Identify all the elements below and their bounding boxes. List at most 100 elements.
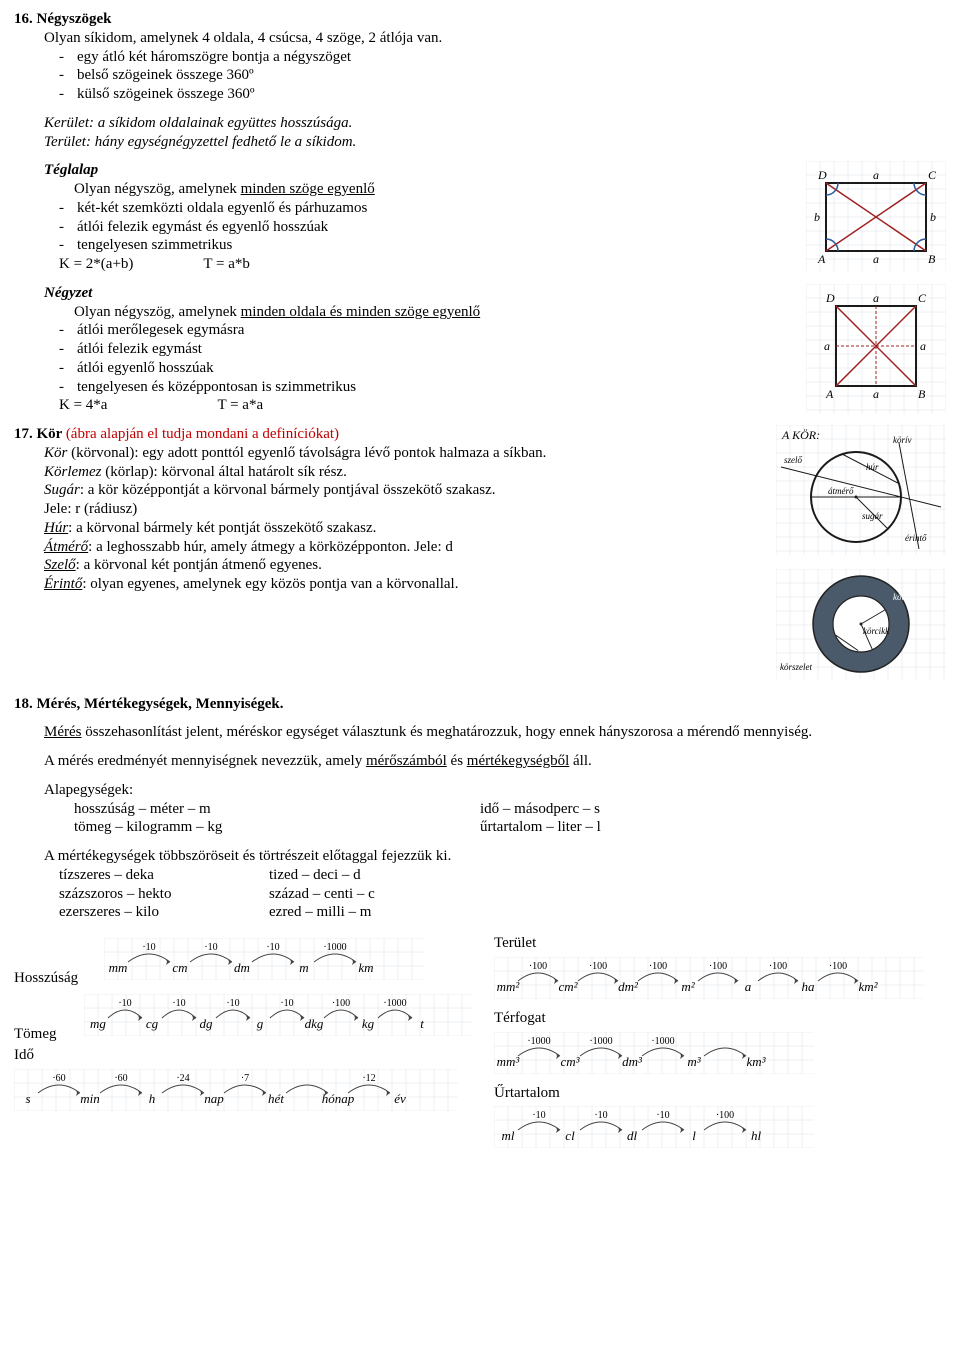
prefix-item: tized – deci – d (269, 866, 479, 885)
dash: - (59, 359, 77, 378)
teglalap-formula: K = 2*(a+b)T = a*b (59, 255, 796, 274)
negyzet-title: Négyzet (44, 284, 796, 303)
svg-text:km: km (358, 960, 373, 975)
bullet-text: átlói egyenlő hosszúak (77, 359, 214, 378)
svg-text:dkg: dkg (305, 1016, 324, 1031)
svg-text:ha: ha (802, 979, 816, 994)
svg-text:a: a (745, 979, 752, 994)
atmero-label: Átmérő (44, 539, 88, 555)
svg-text:D: D (825, 291, 835, 305)
sugar-label: Sugár (44, 482, 80, 498)
svg-text:·10: ·10 (172, 998, 185, 1009)
heading-red: (ábra alapján el tudja mondani a definíc… (66, 426, 339, 442)
terulet-label: Terület (494, 934, 946, 953)
dash: - (59, 85, 77, 104)
lead-pre: Olyan négyszög, amelynek (74, 181, 241, 197)
szelo-line: Szelő: a körvonal két pontján átmenő egy… (44, 556, 776, 575)
svg-text:·100: ·100 (769, 961, 787, 972)
s16-heading: 16. Négyszögek (14, 10, 946, 29)
tomeg-block: Tömeg mg·10cg·10dg·10g·10dkg·100kg·1000t (14, 990, 494, 1046)
svg-text:·1000: ·1000 (651, 1036, 674, 1047)
svg-text:hónap: hónap (322, 1091, 355, 1106)
svg-text:húr: húr (866, 462, 879, 472)
p2-pre: A mérés eredményét mennyiségnek nevezzük… (44, 753, 366, 769)
terfogat-label: Térfogat (494, 1009, 946, 1028)
hosszusag-diagram: mm·10cm·10dm·10m·1000km (104, 938, 424, 980)
szelo-text: : a körvonal két pontján átmenő egyenes. (76, 557, 322, 573)
lead-underline: minden oldala és minden szöge egyenlő (241, 304, 481, 320)
dash: - (59, 199, 77, 218)
erinto-text: : olyan egyenes, amelynek egy közös pont… (82, 576, 458, 592)
svg-text:hl: hl (751, 1128, 762, 1143)
negyzet-bullet: -tengelyesen és középpontosan is szimmet… (59, 378, 796, 397)
svg-text:A: A (825, 387, 834, 401)
heading-num: 17. Kör (14, 426, 66, 442)
svg-text:·10: ·10 (266, 942, 279, 953)
lead-pre: Olyan négyszög, amelynek (74, 304, 241, 320)
svg-text:m²: m² (681, 979, 695, 994)
dash: - (59, 48, 77, 67)
negyzet-figure: DCABaaaa (806, 284, 946, 414)
urtartalom-block: Űrtartalom ml·10cl·10dl·10l·100hl (494, 1084, 946, 1149)
s18-p2: A mérés eredményét mennyiségnek nevezzük… (44, 752, 946, 771)
erinto-label: Érintő (44, 576, 82, 592)
teglalap-title: Téglalap (44, 161, 796, 180)
p1-rest: összehasonlítást jelent, méréskor egység… (82, 724, 813, 740)
ido-label: Idő (14, 1046, 494, 1065)
negyzet-bullet: -átlói merőlegesek egymásra (59, 321, 796, 340)
svg-text:·100: ·100 (649, 961, 667, 972)
kor-label: Kör (44, 445, 67, 461)
svg-text:cm: cm (172, 960, 187, 975)
svg-text:átmérő: átmérő (828, 486, 854, 496)
urtartalom-diagram: ml·10cl·10dl·10l·100hl (494, 1106, 946, 1148)
svg-text:·1000: ·1000 (383, 998, 406, 1009)
svg-text:mm²: mm² (497, 979, 521, 994)
s16-bullet: -külső szögeinek összege 360º (59, 85, 946, 104)
svg-text:m: m (299, 960, 308, 975)
hosszusag-label: Hosszúság (14, 969, 104, 988)
s18-heading: 18. Mérés, Mértékegységek, Mennyiségek. (14, 695, 946, 714)
kor-line: Kör (körvonal): egy adott ponttól egyenl… (44, 444, 776, 463)
svg-text:·100: ·100 (589, 961, 607, 972)
teglalap-lead: Olyan négyszög, amelynek minden szöge eg… (74, 180, 796, 199)
terfogat-diagram: mm³·1000cm³·1000dm³·1000m³km³ (494, 1032, 946, 1074)
svg-text:m³: m³ (687, 1054, 701, 1069)
svg-text:D: D (817, 168, 827, 182)
p2-mid: és (447, 753, 467, 769)
s16-intro: Olyan síkidom, amelynek 4 oldala, 4 csúc… (44, 29, 946, 48)
svg-text:érintő: érintő (905, 533, 927, 543)
svg-text:szelő: szelő (784, 455, 803, 465)
atmero-text: : a leghosszabb húr, amely átmegy a körk… (88, 539, 453, 555)
dash: - (59, 321, 77, 340)
svg-text:b: b (814, 210, 820, 224)
terulet-line: Terület: hány egységnégyzettel fedhető l… (44, 133, 946, 152)
svg-text:körszelet: körszelet (780, 662, 812, 672)
p2-end: áll. (569, 753, 592, 769)
svg-text:·100: ·100 (716, 1110, 734, 1121)
svg-text:·1000: ·1000 (323, 942, 346, 953)
urtartalom-label: Űrtartalom (494, 1084, 946, 1103)
tomeg-diagram: mg·10cg·10dg·10g·10dkg·100kg·1000t (84, 994, 472, 1036)
s18-p1: Mérés összehasonlítást jelent, méréskor … (44, 723, 946, 742)
kerulet-text: a síkidom oldalainak együttes hosszúsága… (94, 115, 352, 131)
svg-text:hét: hét (268, 1091, 284, 1106)
svg-text:körcikk: körcikk (863, 626, 890, 636)
lead-underline: minden szöge egyenlő (241, 181, 375, 197)
svg-text:C: C (918, 291, 927, 305)
svg-text:·10: ·10 (532, 1110, 545, 1121)
hosszusag-block: Hosszúság mm·10cm·10dm·10m·1000km (14, 934, 494, 990)
dash: - (59, 340, 77, 359)
bullet-text: belső szögeinek összege 360º (77, 66, 254, 85)
svg-text:·10: ·10 (204, 942, 217, 953)
svg-text:dm³: dm³ (622, 1054, 643, 1069)
svg-text:cm³: cm³ (560, 1054, 580, 1069)
svg-text:mm: mm (109, 960, 128, 975)
svg-text:a: a (873, 252, 879, 266)
svg-text:a: a (873, 291, 879, 305)
circle-figures: A KÖR:körívhúrátmérősugárérintőszelő kör… (776, 425, 946, 685)
svg-text:h: h (149, 1091, 156, 1106)
ido-block: Idő s·60min·60h·24nap·7héthónap·12év (14, 1046, 494, 1111)
unit-diagrams: Hosszúság mm·10cm·10dm·10m·1000km Tömeg … (14, 934, 946, 1158)
sugar-text: : a kör középpontját a körvonal bármely … (80, 482, 496, 498)
s16-bullet: -belső szögeinek összege 360º (59, 66, 946, 85)
